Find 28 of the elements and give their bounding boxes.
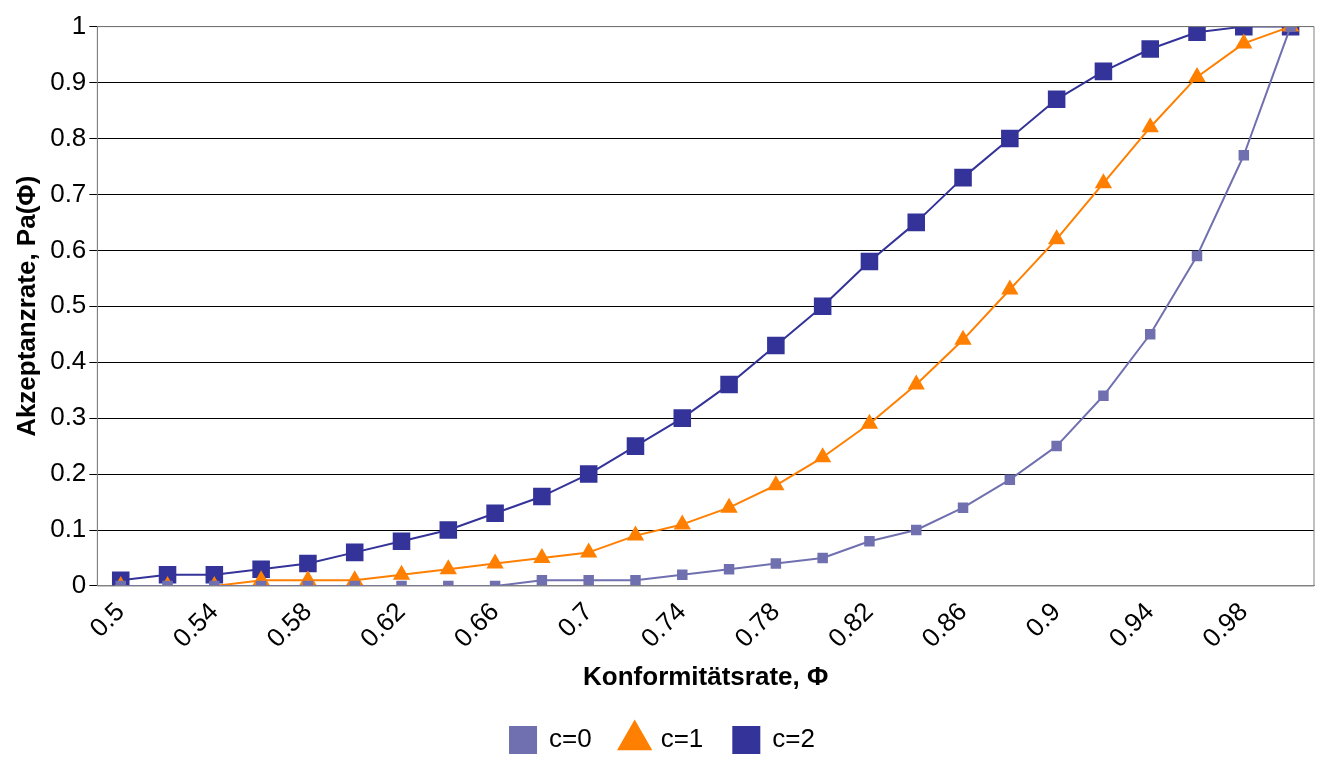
y-axis-title: Akzeptanzrate, Pa(Φ)	[10, 175, 41, 437]
x-axis-title: Konformitätsrate, Φ	[583, 660, 829, 691]
y-tick-label: 0.3	[50, 401, 87, 432]
legend-label: c=1	[660, 723, 704, 754]
x-tick-label: 0.9	[1019, 596, 1066, 643]
y-tick-label: 0.9	[50, 65, 87, 96]
x-tick-label: 0.58	[260, 596, 318, 654]
y-tick-label: 1	[71, 9, 87, 40]
y-tick-label: 0.4	[50, 345, 87, 376]
x-tick-label: 0.7	[551, 596, 598, 643]
x-tick-label: 0.98	[1196, 596, 1254, 654]
x-tick-label: 0.78	[728, 596, 786, 654]
y-tick-label: 0.5	[50, 289, 87, 320]
x-tick-label: 0.82	[821, 596, 879, 654]
y-tick-label: 0.2	[50, 457, 87, 488]
y-tick-label: 0.8	[50, 121, 87, 152]
x-tick-label: 0.62	[353, 596, 411, 654]
x-tick-label: 0.74	[634, 596, 692, 654]
x-tick-label: 0.54	[166, 596, 224, 654]
legend-label: c=2	[772, 723, 815, 754]
y-tick-label: 0.1	[50, 513, 87, 544]
y-tick-label: 0.6	[50, 233, 87, 264]
x-tick-label: 0.66	[447, 596, 505, 654]
x-tick-label: 0.86	[915, 596, 973, 654]
x-tick-label: 0.94	[1102, 596, 1160, 654]
y-tick-label: 0.7	[50, 177, 87, 208]
y-tick-label: 0	[71, 569, 87, 600]
legend-label: c=0	[549, 723, 592, 754]
